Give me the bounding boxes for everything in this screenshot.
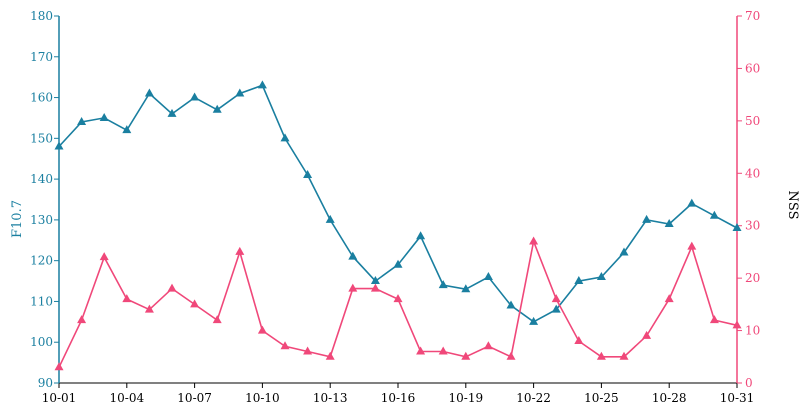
data-point-nss xyxy=(235,246,245,255)
data-point-nss xyxy=(574,336,584,345)
data-point-f107 xyxy=(709,210,719,219)
y-tick-label-right: 10 xyxy=(745,324,760,338)
data-point-f107 xyxy=(280,133,290,142)
data-point-nss xyxy=(167,283,177,292)
y-tick-label-right: 20 xyxy=(745,271,760,285)
data-point-f107 xyxy=(551,304,561,313)
data-point-f107 xyxy=(122,125,132,134)
data-point-f107 xyxy=(461,284,471,293)
y-tick-label-left: 170 xyxy=(30,50,53,64)
data-point-nss xyxy=(687,241,697,250)
data-point-nss xyxy=(529,236,539,245)
data-point-nss xyxy=(506,351,516,360)
y-tick-label-left: 90 xyxy=(38,376,53,390)
y-tick-label-right: 50 xyxy=(745,114,760,128)
x-tick-label: 10-22 xyxy=(516,391,551,405)
data-point-f107 xyxy=(416,231,426,240)
y-tick-label-left: 100 xyxy=(30,335,53,349)
data-point-nss xyxy=(370,283,380,292)
data-point-nss xyxy=(280,341,290,350)
data-point-nss xyxy=(732,320,742,329)
data-point-nss xyxy=(642,330,652,339)
data-point-nss xyxy=(77,315,87,324)
data-point-nss xyxy=(551,294,561,303)
data-point-nss xyxy=(348,283,358,292)
data-point-nss xyxy=(483,341,493,350)
x-tick-label: 10-16 xyxy=(381,391,416,405)
data-point-f107 xyxy=(506,300,516,309)
data-point-f107 xyxy=(732,223,742,232)
data-point-nss xyxy=(54,362,64,371)
data-point-nss xyxy=(393,294,403,303)
data-point-f107 xyxy=(303,170,313,179)
y-tick-label-left: 160 xyxy=(30,91,53,105)
data-point-f107 xyxy=(190,92,200,101)
y-tick-label-right: 0 xyxy=(745,376,753,390)
data-point-nss xyxy=(99,252,109,261)
y-tick-label-right: 30 xyxy=(745,219,760,233)
data-point-f107 xyxy=(438,280,448,289)
x-tick-label: 10-04 xyxy=(110,391,145,405)
y-axis-right: 0 10 20 30 40 50 60 70 xyxy=(736,9,760,390)
data-point-nss xyxy=(664,294,674,303)
data-point-f107 xyxy=(212,104,222,113)
data-point-f107 xyxy=(99,112,109,121)
x-axis: 10-01 10-04 10-07 10-10 10-13 10-16 10-19 10-22… xyxy=(42,382,755,405)
data-point-f107 xyxy=(348,251,358,260)
data-point-nss xyxy=(416,346,426,355)
x-tick-label: 10-01 xyxy=(42,391,77,405)
y-tick-label-left: 180 xyxy=(30,9,53,23)
x-tick-label: 10-13 xyxy=(313,391,348,405)
y-tick-label-right: 70 xyxy=(745,9,760,23)
data-point-f107 xyxy=(393,259,403,268)
x-tick-label: 10-19 xyxy=(449,391,484,405)
y-tick-label-right: 60 xyxy=(745,61,760,75)
data-point-f107 xyxy=(235,88,245,97)
data-point-f107 xyxy=(529,316,539,325)
x-tick-label: 10-28 xyxy=(652,391,687,405)
data-point-nss xyxy=(709,315,719,324)
data-point-f107 xyxy=(167,108,177,117)
data-point-nss xyxy=(596,351,606,360)
data-point-nss xyxy=(461,351,471,360)
data-point-nss xyxy=(438,346,448,355)
data-point-nss xyxy=(257,325,267,334)
data-point-f107 xyxy=(54,141,64,150)
data-point-nss xyxy=(212,315,222,324)
x-tick-label: 10-10 xyxy=(245,391,280,405)
data-point-nss xyxy=(190,299,200,308)
x-tick-label: 10-07 xyxy=(177,391,212,405)
y-tick-label-left: 120 xyxy=(30,254,53,268)
x-tick-label: 10-25 xyxy=(584,391,619,405)
data-point-f107 xyxy=(325,214,335,223)
data-point-nss xyxy=(122,294,132,303)
data-point-f107 xyxy=(619,247,629,256)
data-point-f107 xyxy=(257,80,267,89)
data-point-f107 xyxy=(642,214,652,223)
series-layer xyxy=(54,80,742,371)
data-point-f107 xyxy=(596,271,606,280)
y-tick-label-left: 140 xyxy=(30,172,53,186)
y-tick-label-left: 130 xyxy=(30,213,53,227)
data-point-f107 xyxy=(687,198,697,207)
y-tick-label-right: 40 xyxy=(745,166,760,180)
data-point-nss xyxy=(303,346,313,355)
y-axis-label-left: F10.7 xyxy=(10,200,25,238)
x-tick-label: 10-31 xyxy=(720,391,755,405)
series-line-f107 xyxy=(58,84,738,323)
data-point-f107 xyxy=(664,218,674,227)
y-tick-label-left: 110 xyxy=(30,294,53,308)
data-point-nss xyxy=(144,304,154,313)
data-point-nss xyxy=(325,351,335,360)
data-point-f107 xyxy=(483,271,493,280)
y-axis-label-right: NSS xyxy=(785,191,800,220)
data-point-f107 xyxy=(370,276,380,285)
data-point-nss xyxy=(619,351,629,360)
y-tick-label-left: 150 xyxy=(30,131,53,145)
data-point-f107 xyxy=(144,88,154,97)
data-point-f107 xyxy=(574,276,584,285)
data-point-f107 xyxy=(77,117,87,126)
y-axis-left: 90 100 110 120 130 140 150 160 170 180 xyxy=(30,9,60,390)
